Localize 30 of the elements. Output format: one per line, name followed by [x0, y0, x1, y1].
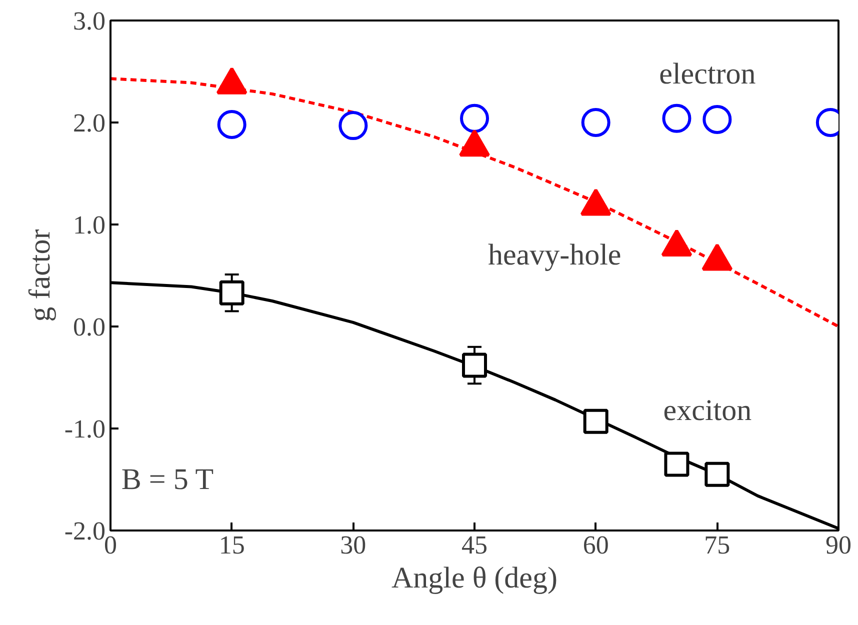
x-tick-label: 0 [104, 530, 117, 560]
y-axis-title: g factor [23, 229, 56, 322]
point [462, 352, 487, 378]
point [664, 452, 690, 477]
point [219, 280, 244, 306]
x-tick-label: 90 [826, 530, 852, 560]
y-tick-label: 1.0 [73, 210, 106, 240]
point [662, 104, 692, 133]
point [704, 462, 730, 487]
annotation: B = 5 T [121, 463, 214, 496]
y-tick-label: 0.0 [73, 312, 106, 342]
y-tick-label: -1.0 [64, 414, 106, 444]
point [581, 108, 610, 137]
point [460, 104, 489, 133]
y-tick-label: 2.0 [73, 108, 106, 138]
point [217, 110, 246, 140]
x-axis-title: Angle θ (deg) [392, 562, 558, 594]
point [702, 104, 732, 134]
annotation: electron [659, 58, 756, 91]
y-tick-label: -2.0 [64, 516, 106, 546]
point [583, 408, 608, 434]
annotation: heavy-hole [488, 238, 622, 272]
x-tick-label: 45 [462, 530, 488, 560]
x-tick-label: 75 [704, 530, 730, 560]
x-tick-label: 30 [340, 530, 366, 560]
x-tick-label: 15 [218, 530, 245, 560]
point [338, 111, 368, 140]
x-tick-label: 60 [582, 530, 609, 560]
y-tick-label: 3.0 [73, 6, 106, 36]
annotation: exciton [663, 394, 752, 428]
